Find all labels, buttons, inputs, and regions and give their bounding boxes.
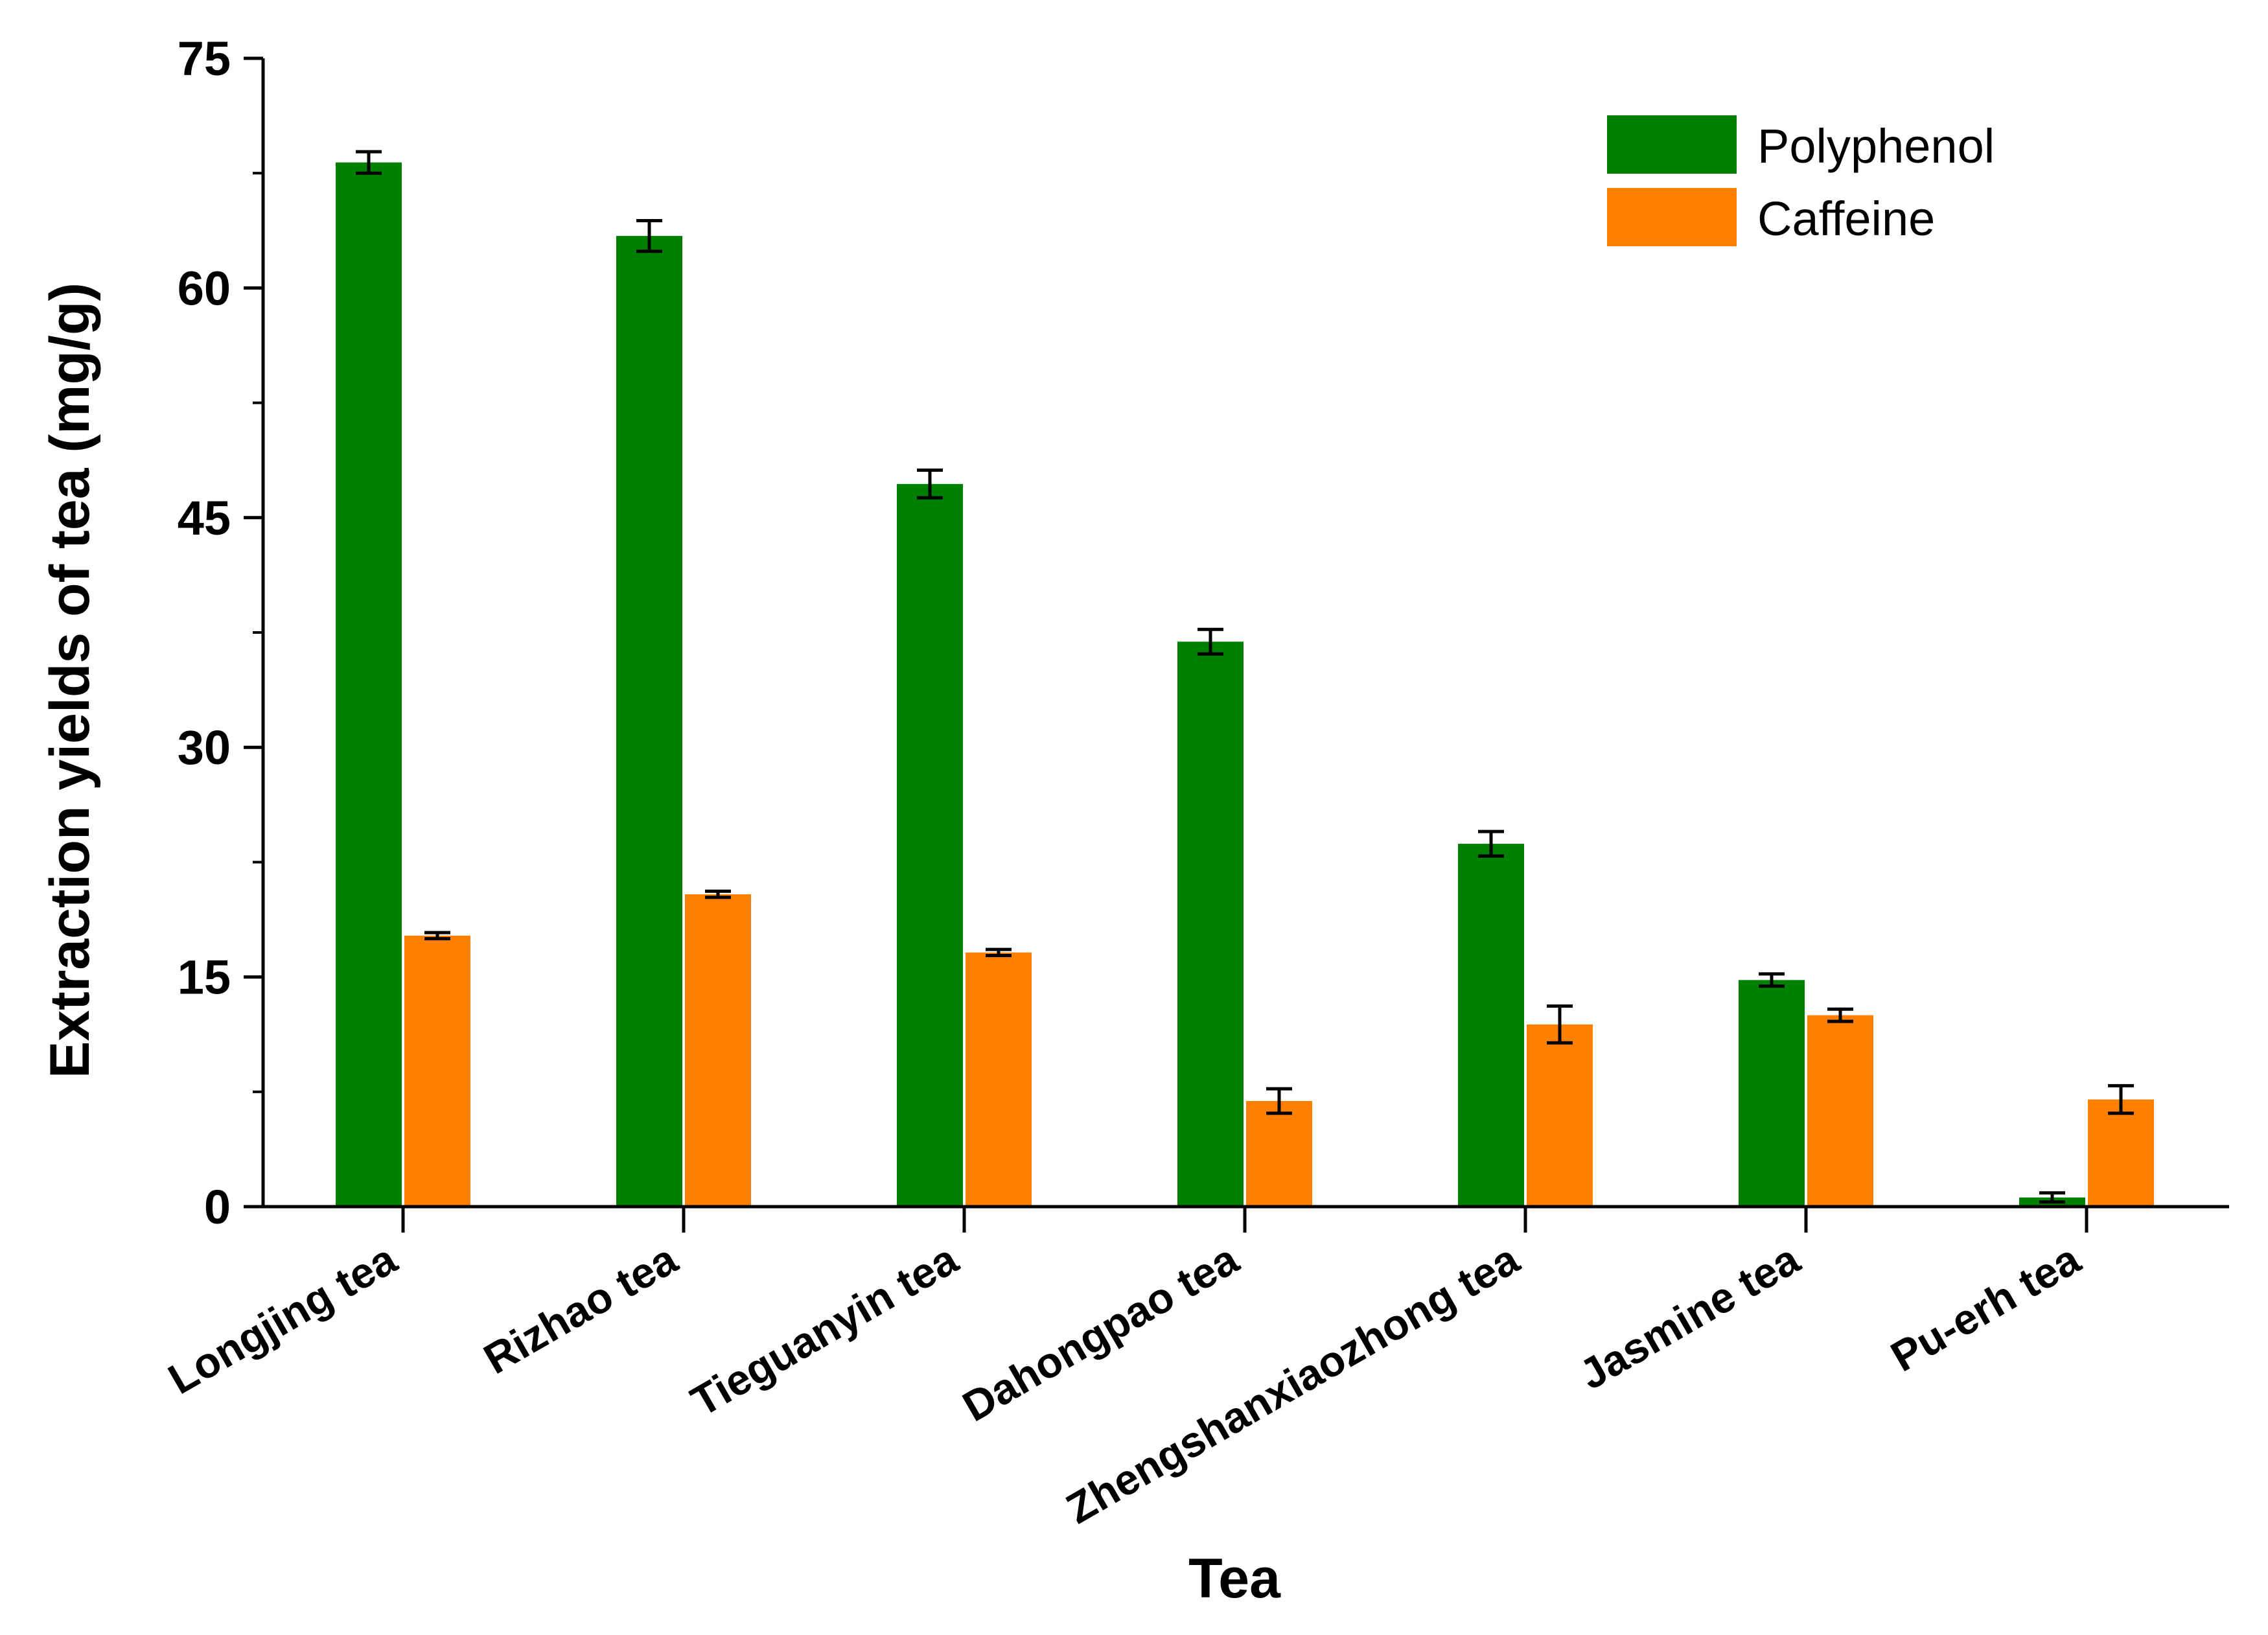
- y-axis-title: Extraction yields of tea (mg/g): [39, 283, 101, 1078]
- error-bar-caffeine-1: [705, 889, 731, 899]
- bar-polyphenol-3: [1177, 642, 1244, 1207]
- legend-label-polyphenol: Polyphenol: [1757, 119, 1995, 173]
- bar-polyphenol-5: [1739, 980, 1805, 1207]
- y-tick-label: 0: [204, 1180, 231, 1234]
- bars-layer: [336, 162, 2154, 1207]
- y-ticks: 0 15 30 45 60 75: [178, 32, 263, 1234]
- x-axis-title: Tea: [1188, 1548, 1281, 1610]
- bar-polyphenol-1: [616, 236, 682, 1207]
- x-tick-label: Tieguanyin tea: [683, 1234, 966, 1425]
- error-bar-polyphenol-0: [356, 150, 382, 175]
- bar-caffeine-6: [2088, 1099, 2154, 1207]
- y-tick-label: 45: [178, 491, 231, 545]
- bar-polyphenol-2: [897, 483, 963, 1207]
- x-tick-label: Pu-erh tea: [1882, 1234, 2089, 1380]
- legend: Polyphenol Caffeine: [1607, 115, 1995, 246]
- error-bar-caffeine-2: [986, 947, 1012, 958]
- legend-label-caffeine: Caffeine: [1757, 192, 1935, 246]
- error-bar-caffeine-5: [1827, 1007, 1853, 1023]
- legend-swatch-polyphenol: [1607, 115, 1737, 174]
- error-bar-caffeine-3: [1266, 1087, 1292, 1115]
- bar-caffeine-2: [966, 952, 1032, 1207]
- legend-swatch-caffeine: [1607, 188, 1737, 246]
- error-bar-polyphenol-3: [1198, 627, 1223, 656]
- bar-caffeine-0: [404, 935, 470, 1207]
- bar-polyphenol-0: [336, 162, 402, 1207]
- error-bar-polyphenol-2: [917, 469, 943, 500]
- bar-caffeine-1: [685, 894, 751, 1207]
- x-tick-label: Longjing tea: [160, 1234, 405, 1403]
- error-bar-polyphenol-5: [1759, 972, 1785, 988]
- bar-caffeine-4: [1527, 1024, 1593, 1207]
- y-tick-label: 15: [178, 951, 231, 1004]
- error-bar-caffeine-4: [1547, 1004, 1573, 1045]
- x-tick-label: Dahongpao tea: [955, 1234, 1247, 1430]
- y-tick-label: 75: [178, 32, 231, 86]
- error-bar-polyphenol-6: [2039, 1191, 2065, 1204]
- error-bar-polyphenol-4: [1478, 829, 1504, 858]
- bar-caffeine-3: [1246, 1100, 1312, 1207]
- x-tick-label: Rizhao tea: [476, 1234, 686, 1383]
- bar-polyphenol-4: [1458, 844, 1524, 1207]
- error-bar-polyphenol-1: [636, 218, 662, 253]
- x-tick-label: Zhengshanxiaozhong tea: [1058, 1234, 1527, 1533]
- error-bar-caffeine-6: [2108, 1084, 2134, 1115]
- y-tick-label: 60: [178, 261, 231, 315]
- error-bars-layer: [356, 150, 2134, 1204]
- error-bar-caffeine-0: [424, 931, 450, 941]
- bar-caffeine-5: [1807, 1015, 1873, 1207]
- x-tick-label: Jasmine tea: [1571, 1234, 1808, 1398]
- y-tick-label: 30: [178, 721, 231, 774]
